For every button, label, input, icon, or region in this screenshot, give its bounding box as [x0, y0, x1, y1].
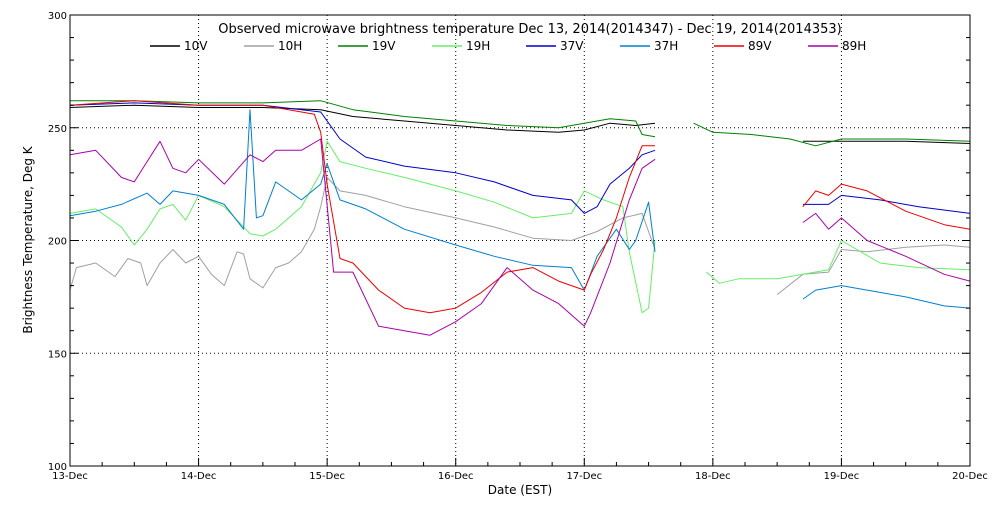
y-tick-label: 150 — [48, 349, 67, 360]
x-tick-label: 20-Dec — [952, 471, 988, 482]
series-line-37h-segment-2 — [802, 285, 971, 309]
legend-item-19v: 19V — [338, 39, 396, 53]
x-tick-label: 13-Dec — [52, 471, 88, 482]
legend-item-89v: 89V — [714, 39, 772, 53]
series-line-10h-segment-2 — [776, 244, 971, 295]
legend-label-37v: 37V — [560, 39, 584, 53]
series-line-19h-segment-2 — [706, 240, 971, 284]
legend-item-89h: 89H — [808, 39, 866, 53]
x-tick-label: 16-Dec — [438, 471, 474, 482]
series-line-19v-segment-1 — [70, 100, 656, 138]
x-tick-label: 14-Dec — [181, 471, 217, 482]
series-line-10h-segment-1 — [69, 176, 656, 291]
legend-label-19v: 19V — [372, 39, 396, 53]
legend-label-89h: 89H — [842, 39, 866, 53]
legend-label-19h: 19H — [466, 39, 490, 53]
series-lines — [69, 100, 971, 336]
legend-label-10h: 10H — [278, 39, 302, 53]
y-axis-label: Brightness Temperature, Deg K — [21, 145, 35, 333]
x-tick-label: 19-Dec — [824, 471, 860, 482]
legend-item-10v: 10V — [150, 39, 208, 53]
series-line-89v-segment-2 — [802, 183, 971, 230]
legend-item-37v: 37V — [526, 39, 584, 53]
axis-ticks: 13-Dec 14-Dec 15-Dec 16-Dec 17-Dec 18-Dec 19-D… — [48, 11, 988, 482]
series-line-10v-segment-1 — [69, 104, 656, 133]
series-line-19v-segment-2 — [693, 122, 971, 147]
y-tick-label: 300 — [48, 11, 67, 22]
legend-item-19h: 19H — [432, 39, 490, 53]
legend-label-89v: 89V — [748, 39, 772, 53]
legend: 10V 10H 19V 19H 37V 37H 89V 89H — [150, 39, 866, 53]
chart-title: Observed microwave brightness temperatur… — [218, 22, 842, 37]
legend-item-10h: 10H — [244, 39, 302, 53]
x-tick-label: 17-Dec — [566, 471, 602, 482]
series-line-10v-segment-2 — [802, 140, 971, 144]
legend-label-10v: 10V — [184, 39, 208, 53]
x-tick-label: 18-Dec — [695, 471, 731, 482]
x-tick-label: 15-Dec — [309, 471, 345, 482]
legend-label-37h: 37H — [654, 39, 678, 53]
series-line-19h-segment-1 — [69, 140, 656, 314]
y-tick-label: 250 — [48, 124, 67, 135]
series-line-89h-segment-2 — [802, 212, 971, 282]
y-tick-label: 100 — [48, 462, 67, 473]
series-line-89h-segment-1 — [69, 138, 656, 336]
series-line-37v-segment-1 — [69, 102, 656, 214]
grid-lines — [70, 15, 970, 466]
series-line-37v-segment-2 — [802, 194, 971, 214]
x-axis-label: Date (EST) — [488, 483, 552, 497]
legend-item-37h: 37H — [620, 39, 678, 53]
series-line-89v-segment-1 — [69, 100, 655, 314]
y-tick-label: 200 — [48, 237, 67, 248]
